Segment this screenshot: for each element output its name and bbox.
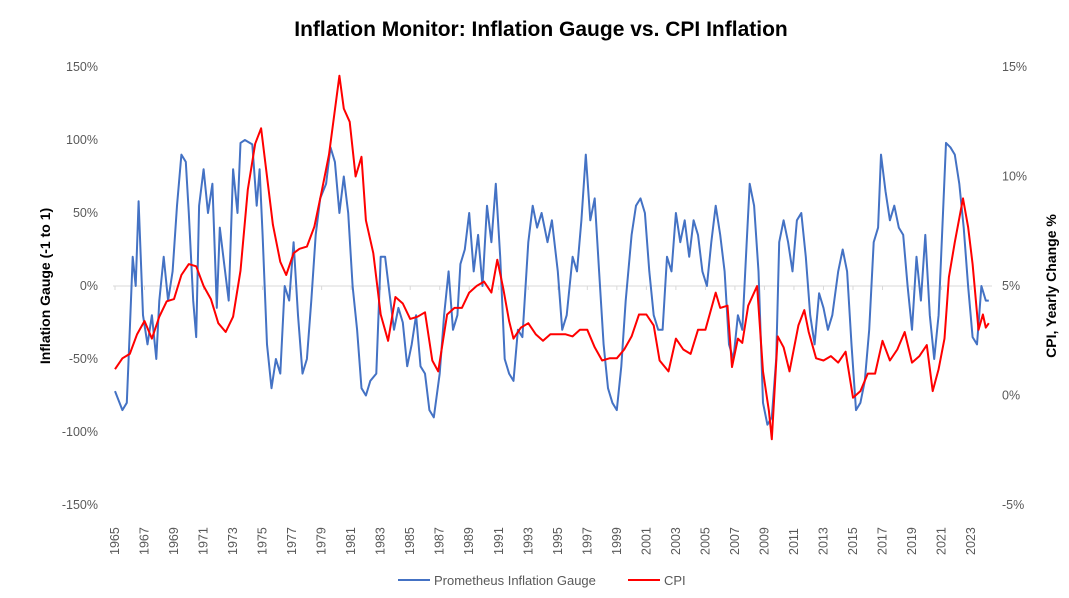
left-axis-label: Inflation Gauge (-1 to 1) (37, 208, 53, 364)
x-tick-label: 2013 (816, 527, 830, 555)
x-tick-label: 2023 (964, 527, 978, 555)
right-axis-label: CPI, Yearly Change % (1043, 214, 1059, 358)
x-tick-label: 1967 (138, 527, 152, 555)
right-tick-label: -5% (1002, 498, 1024, 512)
x-tick-label: 1977 (285, 527, 299, 555)
legend-item-cpi[interactable]: CPI (628, 573, 686, 588)
left-tick-label: 100% (66, 133, 98, 147)
x-tick-label: 1973 (226, 527, 240, 555)
x-tick-label: 1975 (256, 527, 270, 555)
x-tick-label: 2017 (876, 527, 890, 555)
legend-label-gauge: Prometheus Inflation Gauge (434, 573, 596, 588)
x-tick-label: 1981 (344, 527, 358, 555)
x-tick-label: 1997 (580, 527, 594, 555)
x-tick-label: 1999 (610, 527, 624, 555)
x-tick-label: 2021 (935, 527, 949, 555)
x-tick-label: 1991 (492, 527, 506, 555)
x-tick-label: 1989 (462, 527, 476, 555)
gauge-line (114, 139, 989, 426)
x-tick-label: 1969 (167, 527, 181, 555)
series-lines (114, 74, 990, 441)
x-tick-label: 1985 (403, 527, 417, 555)
legend-item-gauge[interactable]: Prometheus Inflation Gauge (398, 573, 596, 588)
left-tick-label: 150% (66, 60, 98, 74)
right-tick-label: 15% (1002, 60, 1027, 74)
x-tick-label: 2003 (669, 527, 683, 555)
x-tick-label: 1971 (197, 527, 211, 555)
x-axis-ticks: 1965 1967 1969 1971 1973 1975 1977 1979 1981 1983… (108, 286, 978, 555)
x-tick-label: 1995 (551, 527, 565, 555)
x-tick-label: 2001 (639, 527, 653, 555)
right-axis-ticks: 15% 10% 5% 0% -5% (1002, 60, 1027, 512)
left-tick-label: 0% (80, 279, 98, 293)
right-tick-label: 5% (1002, 279, 1020, 293)
left-tick-label: 50% (73, 206, 98, 220)
legend: Prometheus Inflation Gauge CPI (398, 573, 686, 588)
cpi-line (114, 74, 990, 441)
x-tick-label: 1983 (374, 527, 388, 555)
x-tick-label: 1979 (315, 527, 329, 555)
x-tick-label: 1993 (521, 527, 535, 555)
right-tick-label: 10% (1002, 170, 1027, 184)
left-tick-label: -50% (69, 352, 98, 366)
left-tick-label: -100% (62, 425, 98, 439)
x-tick-label: 1987 (433, 527, 447, 555)
chart-title: Inflation Monitor: Inflation Gauge vs. C… (294, 18, 787, 41)
x-tick-label: 2009 (757, 527, 771, 555)
x-tick-label: 2007 (728, 527, 742, 555)
left-axis-ticks: 150% 100% 50% 0% -50% -100% -150% (62, 60, 98, 512)
x-tick-label: 2011 (787, 528, 801, 555)
x-tick-label: 2015 (846, 527, 860, 555)
right-tick-label: 0% (1002, 389, 1020, 403)
x-tick-label: 2019 (905, 527, 919, 555)
legend-label-cpi: CPI (664, 573, 686, 588)
x-tick-label: 2005 (698, 527, 712, 555)
left-tick-label: -150% (62, 498, 98, 512)
x-tick-label: 1965 (108, 527, 122, 555)
